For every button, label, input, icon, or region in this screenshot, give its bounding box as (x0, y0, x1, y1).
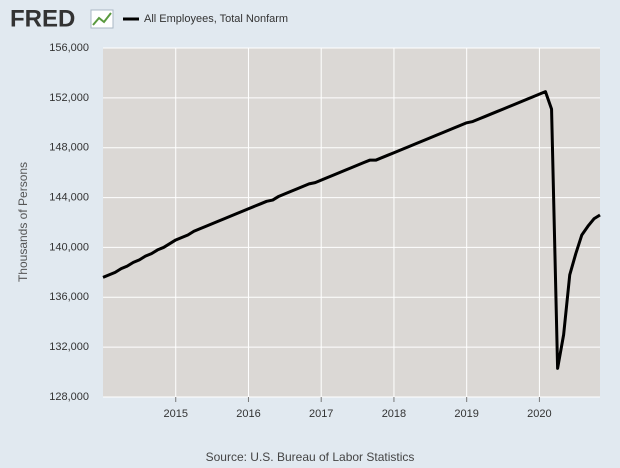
y-tick-label: 148,000 (49, 142, 89, 154)
x-tick-label: 2019 (454, 408, 478, 420)
y-tick-label: 136,000 (49, 291, 89, 303)
series-line (102, 90, 601, 370)
plot-area (103, 48, 600, 397)
y-tick-label: 140,000 (49, 241, 89, 253)
source: Source: U.S. Bureau of Labor Statistics (206, 450, 415, 464)
logo: FRED (10, 5, 75, 32)
legend-label: All Employees, Total Nonfarm (144, 13, 288, 25)
y-tick-label: 144,000 (49, 191, 89, 203)
y-axis-label: Thousands of Persons (16, 162, 30, 282)
logo-icon (90, 9, 114, 29)
x-tick-label: 2018 (382, 408, 406, 420)
y-tick-label: 156,000 (49, 42, 89, 54)
y-tick-label: 152,000 (49, 92, 89, 104)
x-tick-label: 2020 (527, 408, 551, 420)
x-tick-label: 2015 (163, 408, 187, 420)
y-tick-label: 132,000 (49, 341, 89, 353)
x-tick-label: 2016 (236, 408, 260, 420)
y-tick-label: 128,000 (49, 391, 89, 403)
x-tick-label: 2017 (309, 408, 333, 420)
